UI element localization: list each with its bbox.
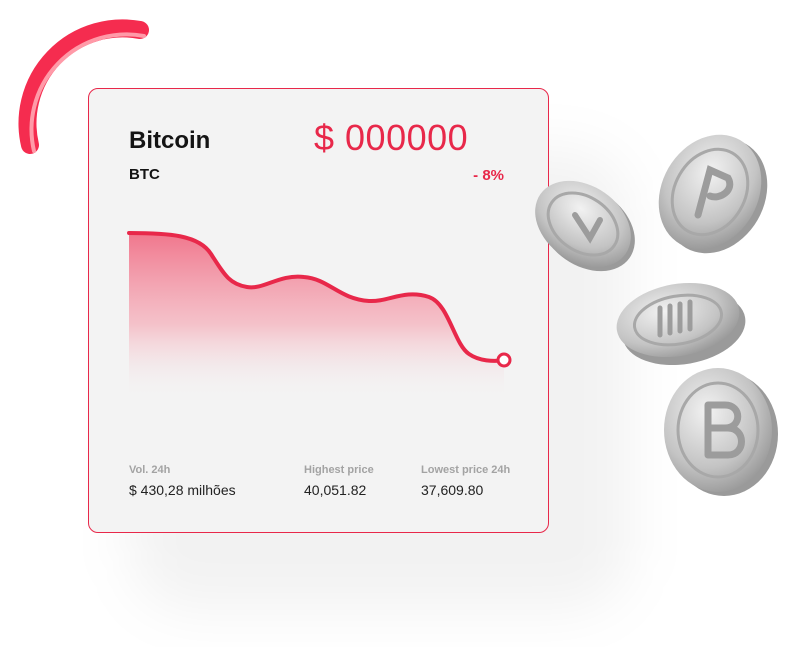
ruble-coin-icon	[535, 180, 635, 272]
price-chart	[127, 231, 512, 399]
coins-illustration	[535, 134, 778, 496]
peso-coin-icon	[658, 134, 768, 254]
decorative-arc	[18, 19, 149, 154]
stat-value: 40,051.82	[304, 482, 367, 498]
coin-name: Bitcoin	[129, 127, 211, 154]
euro-coin-icon	[616, 282, 746, 366]
stat-volume: Vol. 24h $ 430,28 milhões	[129, 464, 236, 498]
price-change: - 8%	[473, 167, 504, 184]
chart-endpoint-marker	[496, 352, 512, 368]
stat-value: $ 430,28 milhões	[129, 482, 236, 498]
stat-lowest: Lowest price 24h 37,609.80	[421, 464, 510, 498]
bitcoin-coin-icon	[664, 368, 778, 496]
chart-line	[127, 231, 506, 363]
stat-label: Highest price	[304, 464, 374, 476]
price-card: Bitcoin BTC $ 000000 - 8% Vol. 24h $ 430…	[88, 88, 549, 533]
stat-value: 37,609.80	[421, 482, 484, 498]
coin-price: $ 000000	[314, 117, 469, 158]
stat-highest: Highest price 40,051.82	[304, 464, 374, 498]
coin-symbol: BTC	[129, 166, 160, 183]
stat-label: Vol. 24h	[129, 464, 171, 476]
stat-label: Lowest price 24h	[421, 464, 511, 476]
